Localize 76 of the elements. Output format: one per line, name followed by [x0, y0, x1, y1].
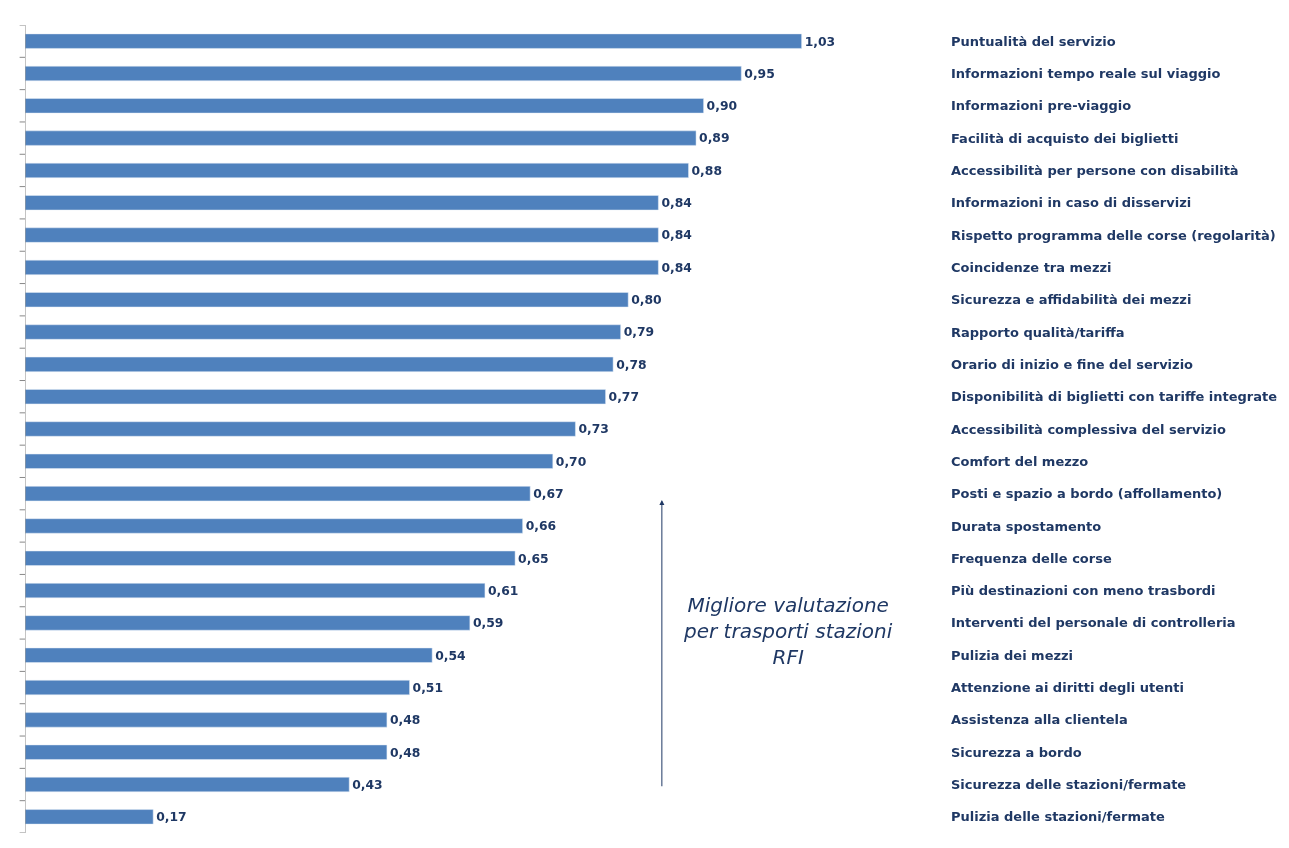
bar — [25, 680, 410, 696]
y-tick-label: Coincidenze tra mezzi — [951, 259, 1112, 275]
data-label: 0,51 — [412, 680, 444, 695]
annotation: Migliore valutazione per trasporti stazioni RFI — [683, 593, 893, 669]
y-tick-label: Pulizia dei mezzi — [951, 647, 1074, 663]
y-tick-label: Informazioni tempo reale sul viaggio — [951, 66, 1221, 82]
data-label: 0,70 — [555, 454, 587, 469]
y-tick-label: Durata spostamento — [951, 518, 1102, 534]
bar — [25, 550, 516, 566]
data-label: 0,78 — [616, 357, 647, 372]
data-label: 0,84 — [661, 196, 693, 211]
data-label: 0,79 — [623, 325, 655, 340]
data-label: 0,80 — [631, 293, 662, 308]
bar — [25, 712, 388, 728]
bar — [25, 356, 614, 372]
y-tick-label: Assistenza alla clientela — [951, 712, 1128, 728]
bar — [25, 486, 531, 502]
bar — [25, 518, 523, 534]
bar — [25, 324, 621, 340]
y-tick-label: Sicurezza delle stazioni/fermate — [951, 777, 1187, 793]
data-label: 0,90 — [706, 99, 738, 114]
bar — [25, 615, 471, 631]
bar — [25, 453, 554, 469]
y-tick-label: Sicurezza e affidabilità dei mezzi — [951, 292, 1192, 308]
bar — [25, 162, 689, 178]
data-label: 0,67 — [533, 487, 564, 501]
bar — [25, 292, 629, 308]
y-tick-label: Orario di inizio e fine del servizio — [951, 356, 1194, 372]
data-label: 0,84 — [661, 228, 693, 243]
data-label: 0,65 — [518, 551, 549, 566]
bar — [25, 647, 433, 663]
data-label: 0,54 — [435, 648, 467, 663]
y-tick-label: Interventi del personale di controlleria — [951, 615, 1236, 631]
bar — [25, 195, 659, 211]
bar — [25, 389, 606, 405]
data-label: 0,61 — [487, 583, 519, 598]
data-label: 0,66 — [525, 519, 557, 534]
bar — [25, 227, 659, 243]
data-label: 0,77 — [608, 390, 640, 405]
bar — [25, 130, 697, 146]
y-tick-label: Sicurezza a bordo — [951, 744, 1082, 760]
bar — [25, 33, 802, 49]
bar — [25, 777, 350, 793]
y-tick-label: Accessibilità per persone con disabilità — [951, 162, 1239, 178]
y-tick-label: Disponibilità di biglietti con tariffe integrate — [951, 389, 1278, 405]
y-tick-label: Informazioni in caso di disservizi — [951, 195, 1192, 211]
y-tick-label: Attenzione ai diritti degli utenti — [951, 680, 1184, 696]
y-tick-label: Comfort del mezzo — [951, 453, 1089, 469]
data-label: 0,88 — [691, 163, 722, 178]
y-tick-label: Facilità di acquisto dei biglietti — [951, 130, 1179, 146]
bar — [25, 259, 659, 275]
data-label: 0,84 — [661, 260, 693, 275]
bar — [25, 421, 576, 437]
data-label: 0,48 — [389, 713, 421, 728]
data-label: 0,48 — [389, 745, 421, 760]
data-label: 0,59 — [472, 616, 504, 631]
y-tick-label: Informazioni pre-viaggio — [951, 98, 1132, 114]
y-tick-label: Rispetto programma delle corse (regolarità) — [951, 227, 1276, 243]
y-tick-label: Più destinazioni con meno trasbordi — [951, 583, 1216, 599]
bar — [25, 65, 742, 81]
data-label: 1,03 — [804, 34, 836, 49]
y-tick-label: Frequenza delle corse — [951, 550, 1112, 566]
y-tick-label: Posti e spazio a bordo (affollamento) — [951, 486, 1223, 502]
bar — [25, 809, 154, 825]
data-label: 0,43 — [352, 777, 383, 792]
y-tick-label: Accessibilità complessiva del servizio — [951, 421, 1226, 437]
data-label: 0,95 — [744, 66, 775, 81]
bar — [25, 583, 486, 599]
data-label: 0,73 — [578, 422, 609, 437]
y-tick-label: Puntualità del servizio — [951, 33, 1116, 49]
y-tick-label: Pulizia delle stazioni/fermate — [951, 809, 1165, 825]
bar — [25, 98, 704, 114]
bar — [25, 744, 388, 760]
data-label: 0,17 — [156, 810, 187, 825]
data-label: 0,89 — [699, 131, 730, 146]
y-tick-label: Rapporto qualità/tariffa — [951, 324, 1125, 340]
